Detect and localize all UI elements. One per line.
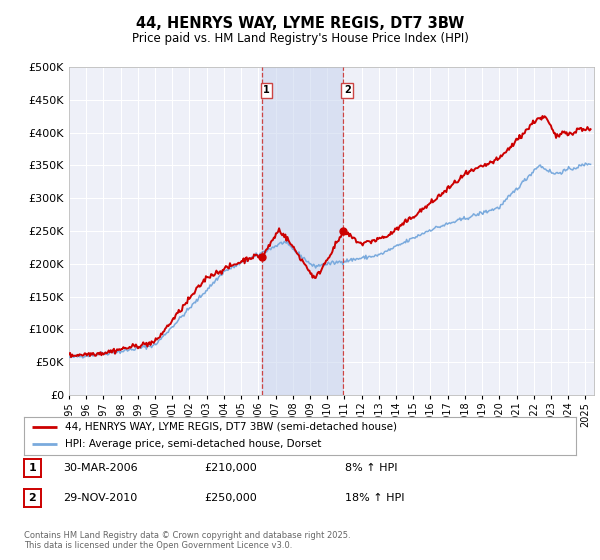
Text: 2: 2 (29, 493, 36, 503)
Text: 44, HENRYS WAY, LYME REGIS, DT7 3BW: 44, HENRYS WAY, LYME REGIS, DT7 3BW (136, 16, 464, 31)
Text: £250,000: £250,000 (204, 493, 257, 503)
Text: 29-NOV-2010: 29-NOV-2010 (63, 493, 137, 503)
Text: Price paid vs. HM Land Registry's House Price Index (HPI): Price paid vs. HM Land Registry's House … (131, 32, 469, 45)
Text: 1: 1 (29, 463, 36, 473)
Text: 18% ↑ HPI: 18% ↑ HPI (345, 493, 404, 503)
Text: HPI: Average price, semi-detached house, Dorset: HPI: Average price, semi-detached house,… (65, 440, 322, 450)
Text: 8% ↑ HPI: 8% ↑ HPI (345, 463, 398, 473)
Text: £210,000: £210,000 (204, 463, 257, 473)
Text: Contains HM Land Registry data © Crown copyright and database right 2025.
This d: Contains HM Land Registry data © Crown c… (24, 531, 350, 550)
Text: 44, HENRYS WAY, LYME REGIS, DT7 3BW (semi-detached house): 44, HENRYS WAY, LYME REGIS, DT7 3BW (sem… (65, 422, 397, 432)
Text: 1: 1 (263, 86, 270, 95)
Bar (262, 67, 343, 395)
Text: 30-MAR-2006: 30-MAR-2006 (63, 463, 137, 473)
Text: 2: 2 (344, 86, 350, 95)
